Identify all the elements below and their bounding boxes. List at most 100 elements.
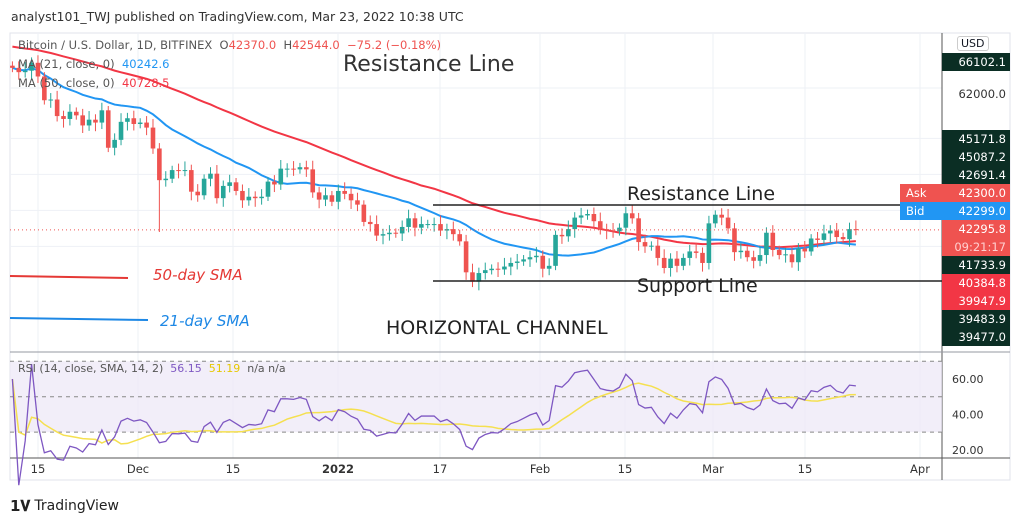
support-line-note: Support Line — [637, 275, 758, 297]
candle-body — [10, 65, 15, 68]
brand-name: TradingView — [34, 498, 119, 514]
ma21-line — [12, 66, 856, 257]
price-label: 42691.4 — [942, 166, 1010, 184]
candle-body — [482, 270, 488, 274]
symbol-name: Bitcoin / U.S. Dollar, 1D, BITFINEX — [18, 38, 213, 52]
candle-body — [387, 232, 392, 235]
candle-body — [566, 229, 571, 237]
time-axis-label: 17 — [433, 462, 448, 476]
symbol-legend: Bitcoin / U.S. Dollar, 1D, BITFINEX O423… — [18, 38, 441, 52]
time-axis-label: 15 — [798, 462, 813, 476]
price-label: 09:21:17 — [942, 238, 1010, 256]
candle-body — [310, 169, 316, 193]
candle-body — [521, 259, 526, 262]
candle-body — [93, 119, 98, 123]
candle-body — [67, 111, 73, 119]
candle-body — [725, 217, 731, 229]
candle-body — [61, 116, 66, 119]
candle-body — [367, 221, 373, 225]
candle-body — [176, 170, 181, 172]
candle-body — [764, 232, 769, 256]
candle-body — [661, 257, 667, 268]
candle-body — [815, 238, 820, 240]
candle-body — [54, 99, 60, 117]
resistance-line-note: Resistance Line — [627, 183, 776, 205]
candle-body — [719, 214, 724, 218]
candle-body — [220, 185, 226, 199]
candle-body — [380, 234, 386, 236]
time-axis-label: 15 — [226, 462, 241, 476]
candle-body — [757, 255, 763, 261]
candle-body — [195, 191, 201, 196]
candle-body — [323, 195, 328, 200]
candle-body — [16, 67, 22, 73]
candle-body — [259, 196, 264, 199]
rsi-sma-value: 51.19 — [208, 362, 241, 375]
high-label: H — [283, 38, 293, 52]
candle-body — [674, 258, 680, 266]
candle-body — [35, 62, 41, 77]
time-axis-label: Dec — [127, 462, 149, 476]
candle-body — [502, 266, 507, 270]
candle-body — [553, 234, 558, 266]
rsi-tick-label: 60.00 — [952, 373, 984, 386]
candle-body — [668, 258, 673, 268]
candle-body — [86, 119, 92, 126]
candle-body — [451, 229, 456, 235]
price-label: 42295.8 — [942, 220, 1010, 238]
candle-body — [591, 214, 597, 222]
candle-body — [623, 213, 629, 228]
sma50-note: 50-day SMA — [153, 266, 243, 284]
candle-body — [495, 268, 501, 270]
candle-body — [546, 265, 552, 269]
candle-body — [291, 168, 296, 170]
tradingview-logo[interactable]: 𝟭𝐕 TradingView — [10, 497, 119, 515]
candle-body — [105, 110, 111, 148]
price-label: 62000.0 — [958, 87, 1006, 101]
rsi-na-1: n/a — [247, 362, 265, 375]
candle-body — [29, 62, 34, 71]
candle-body — [99, 110, 105, 123]
candle-body — [693, 251, 699, 253]
currency-badge[interactable]: USD — [957, 36, 989, 51]
candle-body — [419, 224, 424, 228]
candle-body — [783, 254, 788, 256]
candle-body — [150, 127, 156, 149]
candle-body — [131, 118, 137, 124]
time-axis-label: Apr — [910, 462, 930, 476]
candle-body — [361, 204, 367, 222]
candle-body — [348, 193, 354, 201]
rsi-label: RSI (14, close, SMA, 14, 2) — [18, 362, 164, 375]
candle-body — [233, 182, 239, 191]
candle-body — [847, 229, 852, 240]
candle-body — [629, 213, 635, 219]
candle-body — [342, 190, 347, 194]
candle-body — [585, 214, 590, 216]
candle-body — [22, 70, 28, 73]
rsi-tick-label: 40.00 — [952, 408, 984, 421]
candle-body — [610, 230, 616, 232]
price-label: 39947.9 — [942, 292, 1010, 310]
time-axis-label: Mar — [702, 462, 724, 476]
high-value: 42544.0 — [292, 38, 340, 52]
candle-body — [796, 248, 801, 263]
time-axis-label: 2022 — [322, 462, 354, 476]
candle-body — [240, 190, 245, 201]
candle-body — [374, 224, 379, 236]
candle-body — [617, 227, 622, 232]
candle-body — [706, 223, 712, 263]
ma21-value: 40242.6 — [121, 57, 170, 71]
candle-body — [808, 238, 814, 252]
candle-body — [412, 218, 418, 228]
candle-body — [470, 272, 475, 282]
candle-body — [227, 182, 232, 186]
ma50-value: 40728.5 — [121, 76, 170, 90]
candle-body — [335, 190, 341, 202]
time-axis-label: 15 — [31, 462, 46, 476]
candle-body — [687, 251, 693, 258]
ma50-label: MA (50, close, 0) — [18, 76, 115, 90]
horizontal-channel-note: HORIZONTAL CHANNEL — [386, 317, 608, 339]
rsi-legend: RSI (14, close, SMA, 14, 2) 56.15 51.19 … — [18, 362, 286, 375]
candle-body — [534, 255, 539, 258]
